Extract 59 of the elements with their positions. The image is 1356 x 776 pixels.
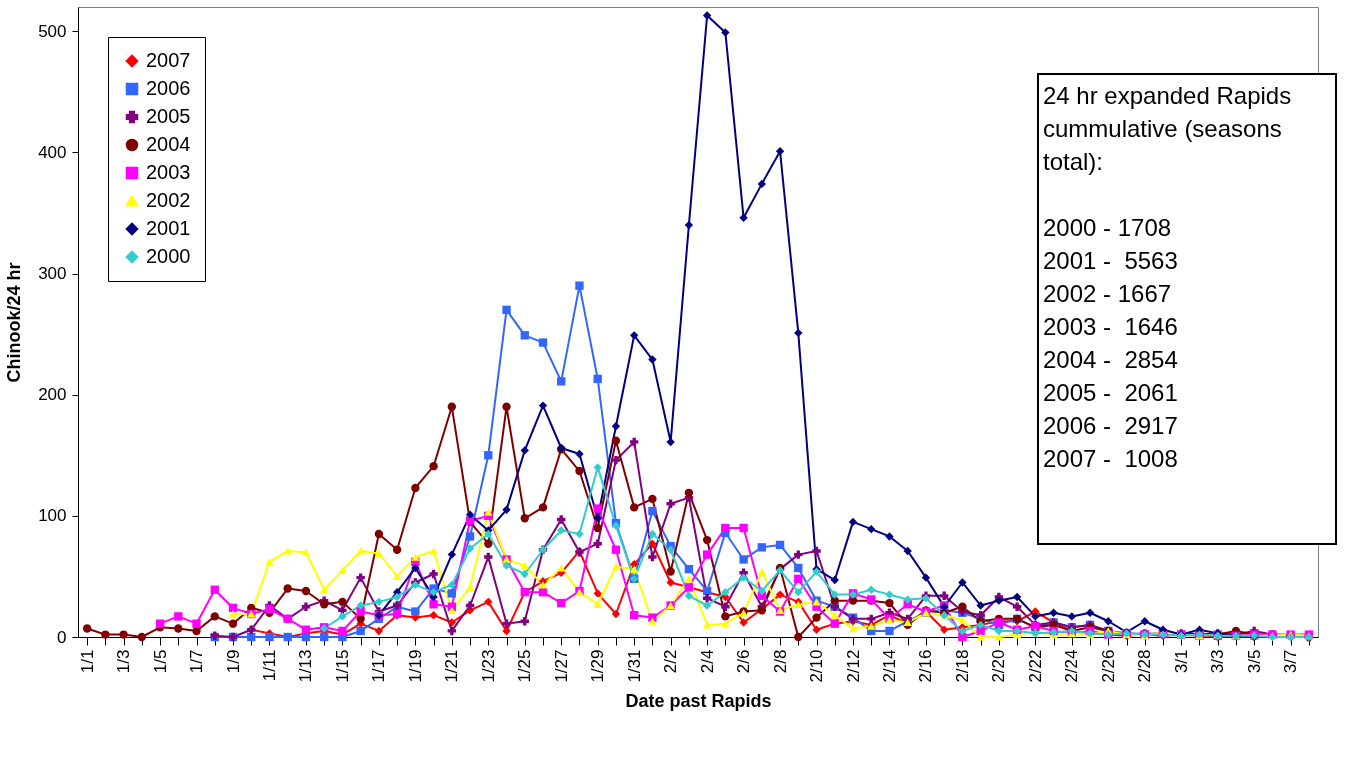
y-tick-label: 400 [38,142,67,162]
x-tick-label: 1/3 [114,649,134,674]
x-tick-label: 1/19 [405,649,425,683]
annotation: 24 hr expanded Rapids cummulative (seasons total): [1043,81,1293,177]
legend-label: 2005 [146,105,191,127]
x-tick-label: 1/5 [150,649,170,674]
legend-label: 2000 [146,245,191,267]
x-tick-label: 2/14 [879,649,899,683]
x-tick-label: 2/28 [1135,649,1155,683]
annotation: 2001 - 5563 [1043,246,1179,276]
y-tick-label: 300 [38,264,67,284]
x-tick-label: 2/20 [989,649,1009,683]
legend-label: 2006 [146,77,191,99]
x-tick-label: 2/12 [843,649,863,683]
legend-label: 2003 [146,161,191,183]
x-tick-label: 3/1 [1171,649,1191,674]
annotation: 2006 - 2917 [1043,411,1179,441]
x-tick-label: 1/1 [77,649,97,674]
x-tick-label: 2/26 [1098,649,1118,683]
x-tick-label: 1/23 [478,649,498,683]
annotation: 2004 - 2854 [1043,345,1179,375]
x-tick-label: 2/8 [770,649,790,674]
annotation: 2003 - 1646 [1043,312,1179,342]
x-tick-label: 1/11 [259,649,279,682]
x-tick-label: 2/18 [952,649,972,683]
legend-label: 2004 [146,133,191,155]
x-tick-label: 1/17 [369,649,389,683]
legend-label: 2007 [146,49,191,71]
x-tick-label: 1/29 [588,649,608,683]
y-axis-title: Chinook/24 hr [4,262,25,383]
y-tick-label: 100 [38,506,67,526]
x-tick-label: 1/15 [332,649,352,683]
x-tick-label: 1/21 [442,649,462,683]
x-tick-label: 2/24 [1062,649,1082,683]
x-tick-label: 2/6 [734,649,754,674]
legend-label: 2002 [146,189,191,211]
y-tick-label: 0 [57,627,67,647]
x-tick-label: 3/5 [1244,649,1264,674]
x-tick-label: 2/4 [697,649,717,674]
annotation: 2000 - 1708 [1043,213,1173,243]
x-tick-label: 2/22 [1025,649,1045,683]
x-tick-label: 3/3 [1208,649,1228,674]
x-tick-label: 1/27 [551,649,571,683]
legend-label: 2001 [146,217,191,239]
x-tick-label: 2/16 [916,649,936,683]
annotation: 2005 - 2061 [1043,378,1179,408]
x-tick-label: 3/7 [1281,649,1301,674]
x-tick-label: 1/7 [187,649,207,674]
x-tick-label: 2/2 [661,649,681,674]
x-tick-label: 1/13 [296,649,316,683]
y-tick-label: 500 [38,21,67,41]
x-axis-title: Date past Rapids [625,690,772,711]
x-tick-label: 1/9 [223,649,243,674]
x-tick-label: 1/31 [624,649,644,683]
y-tick-label: 200 [38,385,67,405]
x-tick-label: 1/25 [515,649,535,683]
x-tick-label: 2/10 [807,649,827,683]
annotation: 2007 - 1008 [1043,444,1179,474]
annotation: 2002 - 1667 [1043,279,1173,309]
